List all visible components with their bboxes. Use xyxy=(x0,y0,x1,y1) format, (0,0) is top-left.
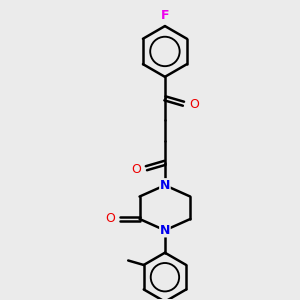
Text: N: N xyxy=(160,224,170,237)
Text: O: O xyxy=(131,163,141,176)
Text: O: O xyxy=(105,212,115,226)
Text: O: O xyxy=(189,98,199,111)
Text: N: N xyxy=(160,179,170,192)
Text: F: F xyxy=(161,10,169,22)
